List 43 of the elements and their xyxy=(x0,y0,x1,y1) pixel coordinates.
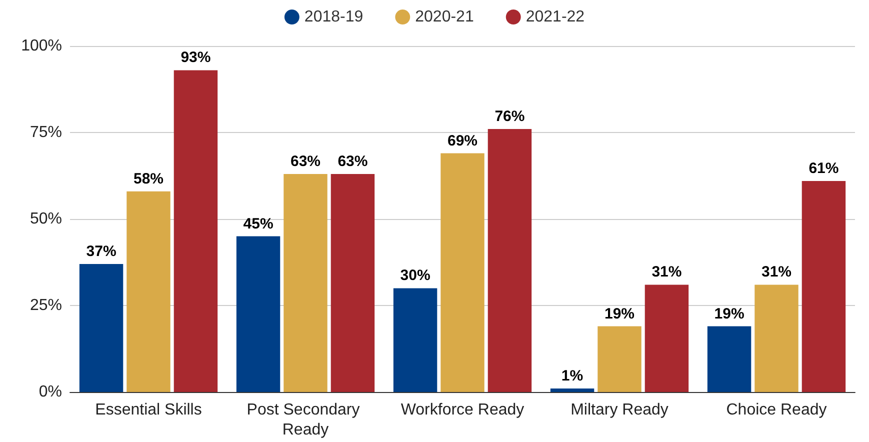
y-tick-label: 25% xyxy=(30,297,62,314)
data-label: 63% xyxy=(290,153,321,170)
x-tick-label: Essential Skills xyxy=(95,402,202,418)
legend-label: 2020-21 xyxy=(415,8,474,26)
bar xyxy=(802,180,846,392)
bar xyxy=(598,326,642,392)
data-label: 31% xyxy=(761,264,792,281)
bar xyxy=(284,174,328,392)
bar xyxy=(330,174,375,392)
data-label: 1% xyxy=(561,368,584,385)
data-label: 31% xyxy=(652,264,682,281)
data-label: 63% xyxy=(338,153,368,170)
x-tick-label: Post Secondary Ready xyxy=(246,402,364,438)
data-label: 45% xyxy=(243,215,274,232)
bar xyxy=(707,326,752,392)
data-label: 37% xyxy=(86,242,116,260)
data-label: 93% xyxy=(180,49,211,66)
bar xyxy=(126,191,170,392)
bar xyxy=(174,70,218,392)
x-tick-label: Miltary Ready xyxy=(570,402,668,418)
data-label: 61% xyxy=(808,160,839,177)
bar xyxy=(644,284,689,392)
x-tick-label: Workforce Ready xyxy=(400,402,524,418)
data-label: 30% xyxy=(400,267,430,284)
bar xyxy=(754,284,798,392)
data-label: 58% xyxy=(133,170,164,188)
x-tick-label: Choice Ready xyxy=(726,402,827,418)
y-tick-label: 0% xyxy=(38,384,62,400)
y-tick-label: 100% xyxy=(21,38,62,54)
legend-label: 2018-19 xyxy=(304,8,364,26)
y-tick-label: 75% xyxy=(30,124,62,141)
legend-label: 2021-22 xyxy=(526,8,585,26)
bar xyxy=(440,153,484,392)
bar xyxy=(550,388,594,392)
bar xyxy=(79,264,124,392)
bar xyxy=(488,129,532,392)
data-label: 69% xyxy=(447,132,478,150)
y-tick-label: 50% xyxy=(30,210,62,228)
data-label: 19% xyxy=(714,305,744,322)
data-label: 19% xyxy=(604,305,635,322)
bar xyxy=(393,288,438,392)
bar xyxy=(236,236,280,392)
data-label: 76% xyxy=(494,108,525,126)
